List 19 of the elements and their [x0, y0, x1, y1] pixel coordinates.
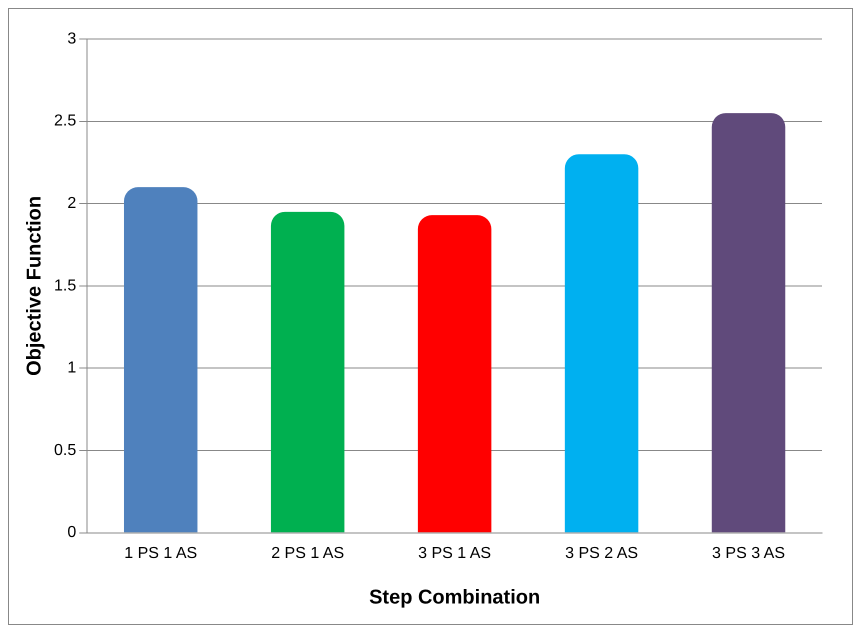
- bar: [270, 212, 344, 532]
- x-tick-label: 3 PS 2 AS: [565, 544, 638, 562]
- bar: [418, 215, 492, 532]
- y-tick-label: 2.5: [54, 112, 76, 130]
- x-axis-title: Step Combination: [369, 586, 540, 609]
- y-tick-label: 2: [67, 195, 76, 212]
- x-tick-label: 2 PS 1 AS: [271, 544, 344, 562]
- x-tick-label: 3 PS 1 AS: [418, 544, 492, 562]
- x-tick-label: 3 PS 3 AS: [712, 544, 785, 562]
- y-tick-label: 1.5: [54, 277, 76, 294]
- y-tick-label: 0: [67, 524, 76, 542]
- bar: [124, 187, 198, 532]
- x-tick-label: 1 PS 1 AS: [124, 544, 198, 562]
- y-tick-label: 0.5: [54, 442, 76, 459]
- bar: [564, 154, 638, 532]
- y-axis-title: Objective Function: [24, 196, 46, 376]
- y-tick-label: 3: [67, 30, 76, 48]
- y-tick-label: 1: [67, 360, 76, 377]
- bar: [712, 113, 786, 532]
